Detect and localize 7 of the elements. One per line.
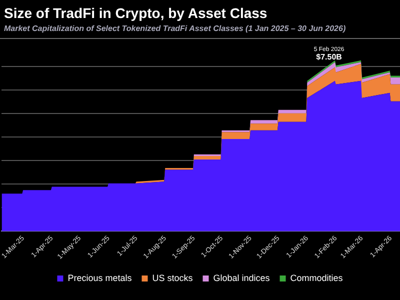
legend-label: Precious metals	[68, 272, 132, 283]
annotation: $7.50B	[316, 52, 342, 62]
legend-label: US stocks	[152, 272, 194, 283]
legend-label: Global indices	[213, 272, 270, 283]
legend-label: Commodities	[290, 272, 344, 283]
chart-subtitle: Market Capitalization of Select Tokenized TradFi Asset Classes (1 Jan 2025 – 30 Jun 2026)	[4, 24, 347, 33]
chart-title: Size of TradFi in Crypto, by Asset Class	[4, 5, 268, 21]
